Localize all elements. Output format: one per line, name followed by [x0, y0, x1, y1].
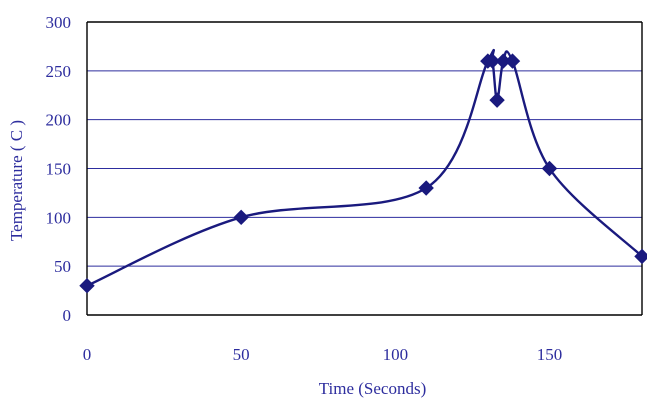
- y-tick-label: 300: [46, 13, 72, 32]
- y-axis-title: Temperature ( C ): [7, 120, 26, 241]
- temperature-series-line: [85, 48, 644, 287]
- gridlines: [87, 21, 642, 267]
- data-point-marker: [79, 277, 95, 294]
- x-axis-title: Time (Seconds): [319, 379, 427, 398]
- axes: [86, 21, 643, 316]
- x-tick-labels: 0 50 100 150: [83, 345, 563, 364]
- data-point-marker: [489, 92, 505, 108]
- y-tick-label: 250: [46, 62, 72, 81]
- x-tick-label: 0: [83, 345, 92, 364]
- data-markers: [79, 53, 647, 294]
- y-tick-label: 100: [46, 208, 72, 227]
- x-tick-label: 100: [383, 345, 409, 364]
- y-tick-labels: 0 50 100 150 200 250 300: [46, 13, 72, 325]
- x-tick-label: 50: [233, 345, 250, 364]
- data-point-marker: [504, 53, 521, 69]
- data-point-marker: [233, 209, 249, 226]
- y-tick-label: 0: [63, 306, 72, 325]
- y-tick-label: 50: [54, 257, 71, 276]
- y-tick-label: 200: [46, 111, 72, 130]
- data-point-marker: [484, 53, 501, 69]
- data-point-marker: [541, 160, 558, 177]
- x-tick-label: 150: [537, 345, 563, 364]
- y-tick-label: 150: [46, 160, 72, 179]
- data-point-marker: [418, 180, 434, 196]
